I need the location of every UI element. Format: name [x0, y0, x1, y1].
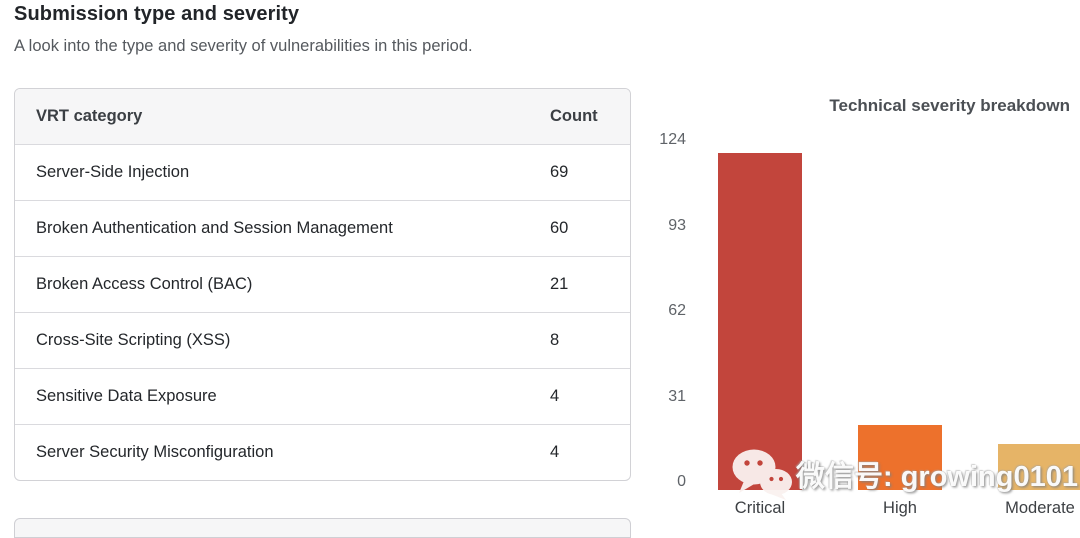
vrt-category-cell: Broken Authentication and Session Manage… [36, 219, 393, 237]
vrt-table-card: VRT category Count Server-Side Injection… [14, 88, 631, 481]
count-cell: 8 [550, 331, 560, 349]
vrt-category-cell: Cross-Site Scripting (XSS) [36, 331, 231, 349]
chart-title: Technical severity breakdown [829, 96, 1070, 115]
vrt-category-cell: Server Security Misconfiguration [36, 443, 274, 461]
x-axis-label-critical: Critical [734, 499, 786, 517]
y-axis-tick-label: 0 [677, 473, 686, 490]
table-row: Cross-Site Scripting (XSS) 8 [15, 312, 630, 369]
count-cell: 21 [550, 275, 569, 293]
count-cell: 4 [550, 443, 560, 461]
table-row: Broken Authentication and Session Manage… [15, 200, 630, 257]
table-row: Server-Side Injection 69 [15, 144, 630, 201]
y-axis-tick-label: 93 [668, 216, 686, 234]
severity-bar-chart: Technical severity breakdown 0 31 62 93 124 C… [648, 90, 1080, 530]
section-header: Submission type and severity A look into… [14, 2, 473, 56]
table-row: Broken Access Control (BAC) 21 [15, 256, 630, 313]
x-axis-label-high: High [883, 499, 917, 517]
y-axis-tick-label: 124 [659, 131, 686, 148]
vrt-category-cell: Broken Access Control (BAC) [36, 275, 253, 293]
vrt-category-table: VRT category Count Server-Side Injection… [15, 89, 630, 480]
vrt-category-cell: Sensitive Data Exposure [36, 387, 217, 405]
next-section-card-partial [14, 518, 631, 538]
count-cell: 60 [550, 219, 569, 237]
count-cell: 69 [550, 163, 569, 181]
count-cell: 4 [550, 387, 560, 405]
table-row: Server Security Misconfiguration 4 [15, 424, 630, 481]
column-header-count: Count [550, 89, 630, 145]
table-header-row: VRT category Count [15, 89, 630, 145]
section-title: Submission type and severity [14, 3, 300, 25]
vrt-category-cell: Server-Side Injection [36, 163, 190, 181]
bar-high [858, 425, 942, 490]
column-header-vrt-category: VRT category [15, 89, 550, 145]
section-subtitle: A look into the type and severity of vul… [14, 37, 473, 55]
x-axis-label-moderate: Moderate [1005, 499, 1075, 517]
bar-critical [718, 153, 802, 490]
bar-moderate [998, 444, 1080, 490]
y-axis-tick-label: 31 [668, 387, 686, 405]
y-axis-tick-label: 62 [668, 302, 686, 319]
table-row: Sensitive Data Exposure 4 [15, 368, 630, 425]
